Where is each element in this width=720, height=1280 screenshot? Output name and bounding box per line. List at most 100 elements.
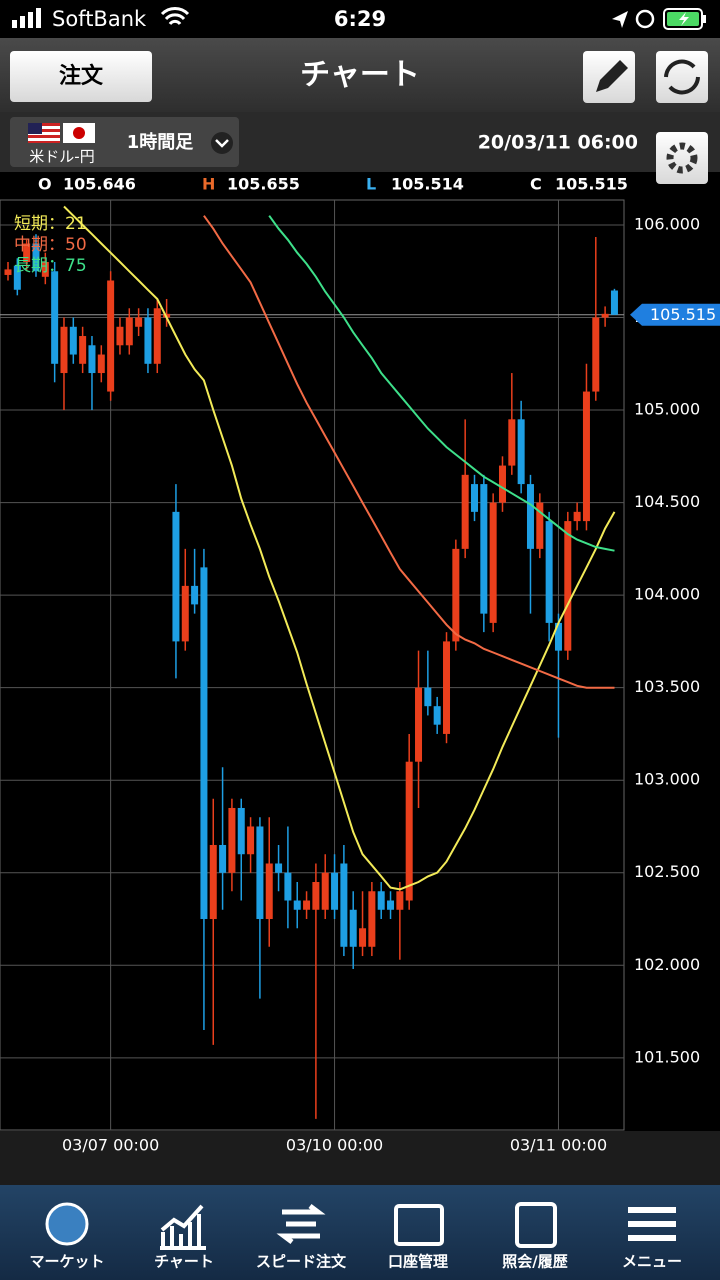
candle-body xyxy=(172,511,180,642)
candle-body xyxy=(396,891,404,910)
y-tick-label: 103.000 xyxy=(634,770,700,789)
gear-icon xyxy=(666,142,698,174)
candle-body xyxy=(452,548,460,642)
plot-area xyxy=(0,199,625,1131)
candle-body xyxy=(60,326,68,374)
candle-body xyxy=(97,354,105,374)
candle-body xyxy=(107,280,115,392)
us-flag xyxy=(28,123,60,143)
candle-body xyxy=(135,317,143,327)
candle-body xyxy=(237,807,245,855)
candle-body xyxy=(415,687,423,762)
candle-body xyxy=(461,474,469,549)
candle-body xyxy=(610,290,618,315)
y-tick-label: 104.500 xyxy=(634,492,700,511)
refresh-icon xyxy=(664,59,700,95)
candle-body xyxy=(116,326,124,346)
legend-entry: 中期：50 xyxy=(14,235,87,255)
candle-body xyxy=(79,336,87,364)
candle-body xyxy=(387,900,395,910)
candle-body xyxy=(13,265,21,290)
candle-body xyxy=(32,243,40,272)
candle-body xyxy=(69,326,77,355)
y-tick-label: 105.000 xyxy=(634,400,700,419)
ohlc-value: 105.514 xyxy=(391,175,464,194)
ohlc-label: L xyxy=(366,175,376,194)
current-price-label: 105.515 xyxy=(650,305,716,324)
candle-body xyxy=(321,872,329,910)
timeframe: 1時間足 xyxy=(127,132,194,153)
candle-body xyxy=(340,863,348,947)
candle-body xyxy=(200,567,208,920)
candle-body xyxy=(536,502,544,549)
status-bar xyxy=(0,0,720,38)
candle-body xyxy=(191,585,199,605)
y-tick-label: 104.000 xyxy=(634,585,700,604)
candle-body xyxy=(4,269,12,275)
candle-body xyxy=(377,891,385,910)
y-tick-label: 101.500 xyxy=(634,1047,700,1066)
order-button[interactable] xyxy=(10,51,152,102)
chart-datetime: 20/03/11 06:00 xyxy=(478,132,638,154)
candle-body xyxy=(433,706,441,725)
x-tick-label: 03/07 00:00 xyxy=(62,1136,159,1155)
y-tick-label: 102.000 xyxy=(634,955,700,974)
tab-bar xyxy=(0,1185,720,1280)
ohlc-label: H xyxy=(202,175,215,194)
candle-body xyxy=(209,844,217,920)
candle-body xyxy=(508,419,516,466)
tab-label[interactable]: 照会/履歴 xyxy=(502,1253,567,1271)
y-tick-label: 103.500 xyxy=(634,677,700,696)
tab-label[interactable]: マーケット xyxy=(29,1253,104,1271)
candle-body xyxy=(526,484,534,549)
candle-body xyxy=(480,484,488,614)
ohlc-label: O xyxy=(38,175,52,194)
jp-flag xyxy=(63,123,95,143)
tab-label[interactable]: 口座管理 xyxy=(388,1253,448,1271)
pair-label: 米ドル-円 xyxy=(29,148,94,166)
candle-body xyxy=(219,844,227,873)
candle-body xyxy=(592,317,600,392)
dropdown-icon xyxy=(211,132,233,154)
tab-label[interactable]: スピード注文 xyxy=(256,1253,347,1271)
candle-body xyxy=(471,484,478,512)
candle-body xyxy=(368,891,376,947)
ohlc-label: C xyxy=(530,175,542,194)
candle-body xyxy=(489,502,497,623)
carrier: SoftBank xyxy=(52,7,147,31)
order-button-label: 注文 xyxy=(59,63,104,89)
wifi-icon xyxy=(160,7,190,26)
clock: 6:29 xyxy=(334,7,386,31)
candle-body xyxy=(41,262,49,277)
ohlc-value: 105.646 xyxy=(63,175,136,194)
settings-button[interactable] xyxy=(656,132,708,184)
x-tick-label: 03/10 00:00 xyxy=(286,1136,383,1155)
moving-average-line xyxy=(203,215,615,689)
ohlc-value: 105.515 xyxy=(555,175,628,194)
candle-body xyxy=(573,511,581,522)
candle-body xyxy=(284,872,292,901)
candle-body xyxy=(359,928,367,947)
tab-label[interactable]: メニュー xyxy=(622,1253,682,1271)
alarm-icon xyxy=(635,9,655,29)
candle-body xyxy=(498,465,506,503)
location-icon xyxy=(612,11,628,28)
candle-body xyxy=(247,826,255,855)
refresh-button[interactable] xyxy=(656,51,708,103)
ohlc-value: 105.655 xyxy=(227,175,300,194)
candle-body xyxy=(601,313,609,318)
signal-icon xyxy=(12,8,41,28)
y-tick-label: 102.500 xyxy=(634,862,700,881)
candle-body xyxy=(443,641,451,734)
candle-body xyxy=(517,419,525,485)
candle-body xyxy=(349,909,357,947)
moving-average-line xyxy=(268,215,615,552)
tab-label[interactable]: チャート xyxy=(154,1253,214,1271)
legend-entry: 長期：75 xyxy=(14,256,87,276)
candle-body xyxy=(293,900,301,910)
candle-body xyxy=(181,585,189,642)
current-price-tag xyxy=(630,303,720,326)
candle-body xyxy=(545,521,553,623)
candle-body xyxy=(228,807,236,873)
